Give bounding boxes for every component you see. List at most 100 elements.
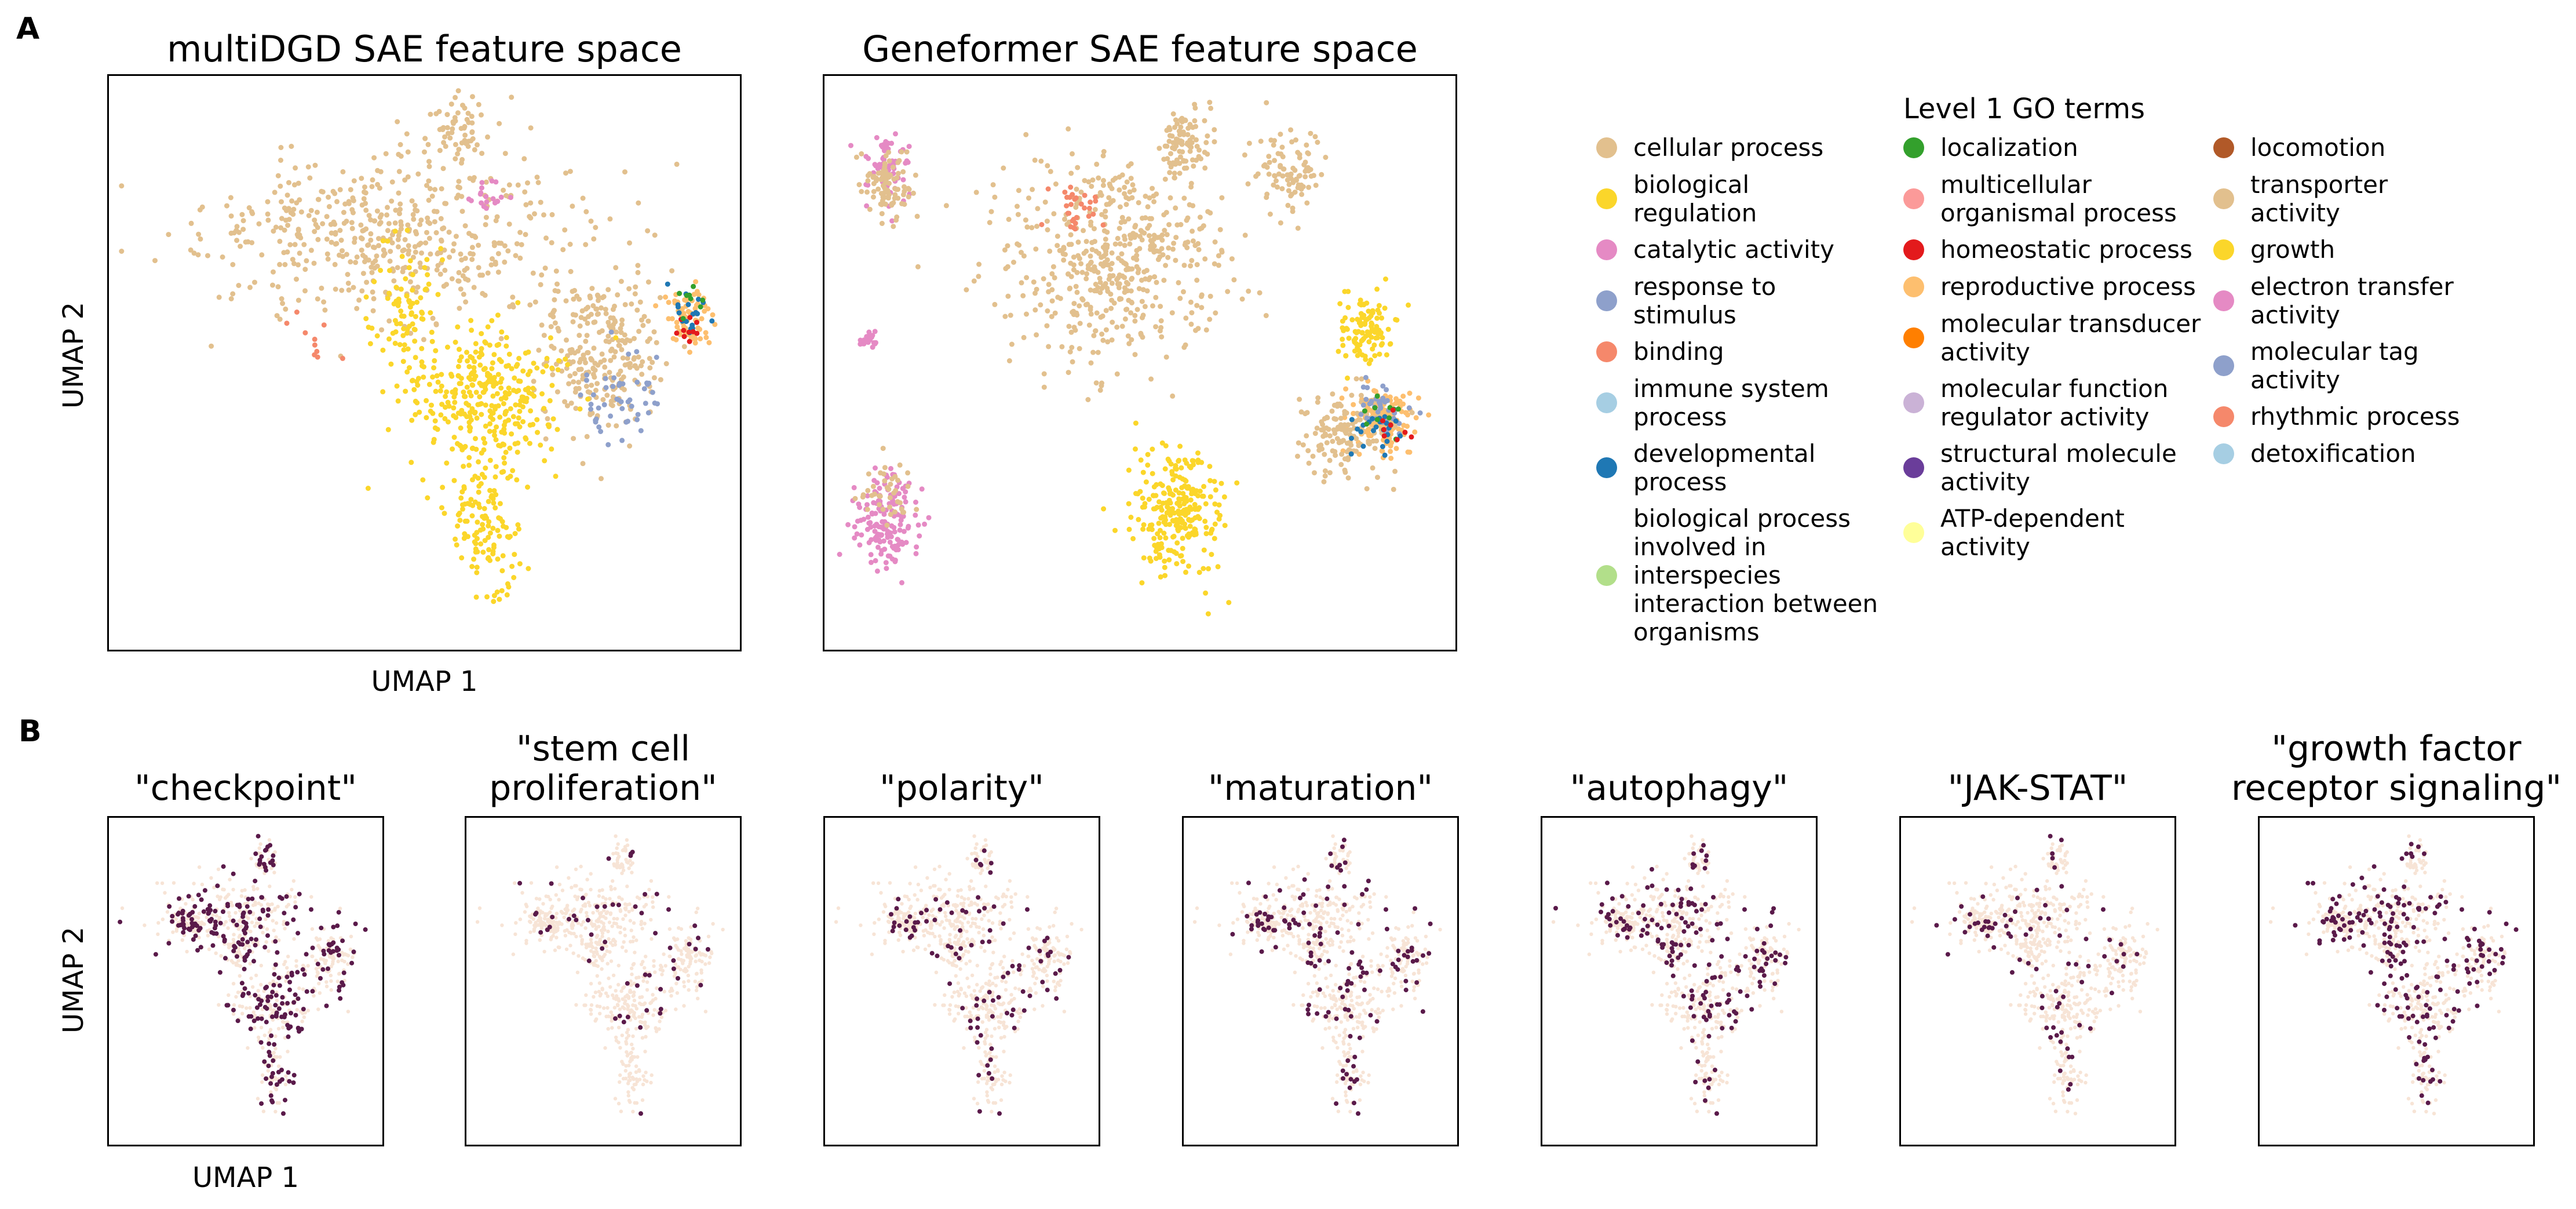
point-background (156, 921, 160, 925)
point-cellular-process (620, 355, 626, 361)
point-cellular-process (397, 211, 402, 217)
point-cellular-process (1068, 329, 1074, 335)
point-cellular-process (1288, 127, 1294, 133)
point-response-to-stimulus (1358, 412, 1364, 417)
point-cellular-process (492, 259, 498, 265)
point-background (330, 962, 335, 966)
point-background (233, 911, 238, 915)
point-biological-regulation (517, 378, 523, 384)
point-biological-regulation (1203, 525, 1209, 530)
point-catalytic-activity (889, 218, 895, 224)
point-cellular-process (992, 194, 998, 200)
point-binding (1068, 184, 1074, 190)
point-homeostatic-process (674, 330, 680, 336)
point-cellular-process (308, 207, 314, 213)
point-background (567, 930, 571, 934)
point-enriched (231, 1007, 236, 1013)
point-cellular-process (1070, 309, 1075, 315)
point-background (597, 917, 601, 921)
point-enriched (295, 996, 301, 1002)
point-biological-regulation (458, 381, 464, 387)
point-biological-regulation (1215, 564, 1221, 570)
point-biological-regulation (501, 442, 507, 447)
point-enriched (266, 1064, 271, 1069)
point-biological-regulation (525, 485, 530, 490)
point-cellular-process (1329, 408, 1335, 414)
point-homeostatic-process (1388, 422, 1393, 428)
point-cellular-process (1161, 212, 1167, 218)
point-cellular-process (1188, 181, 1194, 186)
point-cellular-process (1079, 270, 1085, 275)
point-biological-regulation (1369, 320, 1374, 326)
point-cellular-process (188, 247, 194, 253)
point-cellular-process (550, 372, 556, 377)
point-cellular-process (563, 298, 569, 304)
point-cellular-process (1266, 172, 1272, 177)
point-cellular-process (1194, 157, 1199, 163)
point-cellular-process (404, 131, 410, 137)
point-cellular-process (236, 283, 242, 288)
point-cellular-process (438, 250, 443, 256)
point-biological-regulation (386, 336, 392, 342)
point-cellular-process (1073, 283, 1079, 289)
legend-label: electron transfer activity (2250, 272, 2454, 329)
point-cellular-process (1312, 134, 1318, 140)
point-homeostatic-process (686, 329, 692, 335)
point-cellular-process (312, 162, 318, 168)
point-background (236, 959, 240, 963)
point-cellular-process (462, 132, 468, 138)
point-cellular-process (1066, 126, 1071, 132)
point-biological-regulation (402, 342, 407, 348)
point-background (191, 897, 195, 902)
point-cellular-process (570, 203, 575, 209)
point-biological-regulation (1158, 541, 1164, 547)
point-biological-regulation (508, 406, 513, 412)
point-biological-regulation (1342, 289, 1348, 294)
point-biological-regulation (530, 385, 536, 391)
point-cellular-process (368, 237, 374, 243)
point-background (573, 894, 577, 898)
point-biological-regulation (1133, 446, 1138, 452)
point-background (679, 949, 683, 953)
point-cellular-process (541, 212, 546, 218)
legend-label: molecular function regulator activity (1940, 374, 2169, 431)
point-localization (691, 283, 696, 289)
point-catalytic-activity (490, 196, 496, 202)
point-binding (1062, 190, 1068, 195)
point-biological-regulation (468, 497, 474, 502)
legend-swatch (1596, 188, 1617, 209)
point-biological-regulation (499, 568, 505, 574)
point-cellular-process (878, 177, 884, 183)
point-enriched (270, 1014, 275, 1019)
point-cellular-process (381, 247, 386, 253)
point-reproductive-process (1393, 446, 1399, 451)
point-cellular-process (1212, 127, 1217, 133)
point-reproductive-process (1372, 388, 1378, 394)
point-cellular-process (346, 201, 352, 206)
point-cellular-process (1162, 176, 1168, 182)
point-cellular-process (883, 153, 889, 159)
point-biological-regulation (475, 549, 480, 555)
point-cellular-process (1208, 105, 1214, 111)
point-background (687, 988, 691, 992)
point-biological-regulation (443, 405, 448, 410)
point-binding (1086, 205, 1092, 211)
point-cellular-process (1192, 118, 1198, 123)
point-biological-regulation (469, 513, 475, 519)
point-cellular-process (1052, 275, 1057, 281)
point-cellular-process (471, 175, 477, 180)
point-background (197, 912, 201, 916)
point-enriched (198, 945, 203, 950)
point-background (280, 1019, 285, 1024)
point-enriched (193, 933, 198, 938)
point-cellular-process (358, 222, 364, 228)
point-background (710, 951, 714, 956)
point-response-to-stimulus (625, 399, 631, 405)
point-cellular-process (892, 192, 898, 198)
point-cellular-process (346, 287, 352, 293)
point-background (594, 946, 598, 951)
point-background (580, 942, 584, 946)
point-cellular-process (510, 294, 516, 300)
point-cellular-process (1173, 257, 1178, 263)
point-cellular-process (880, 507, 886, 512)
